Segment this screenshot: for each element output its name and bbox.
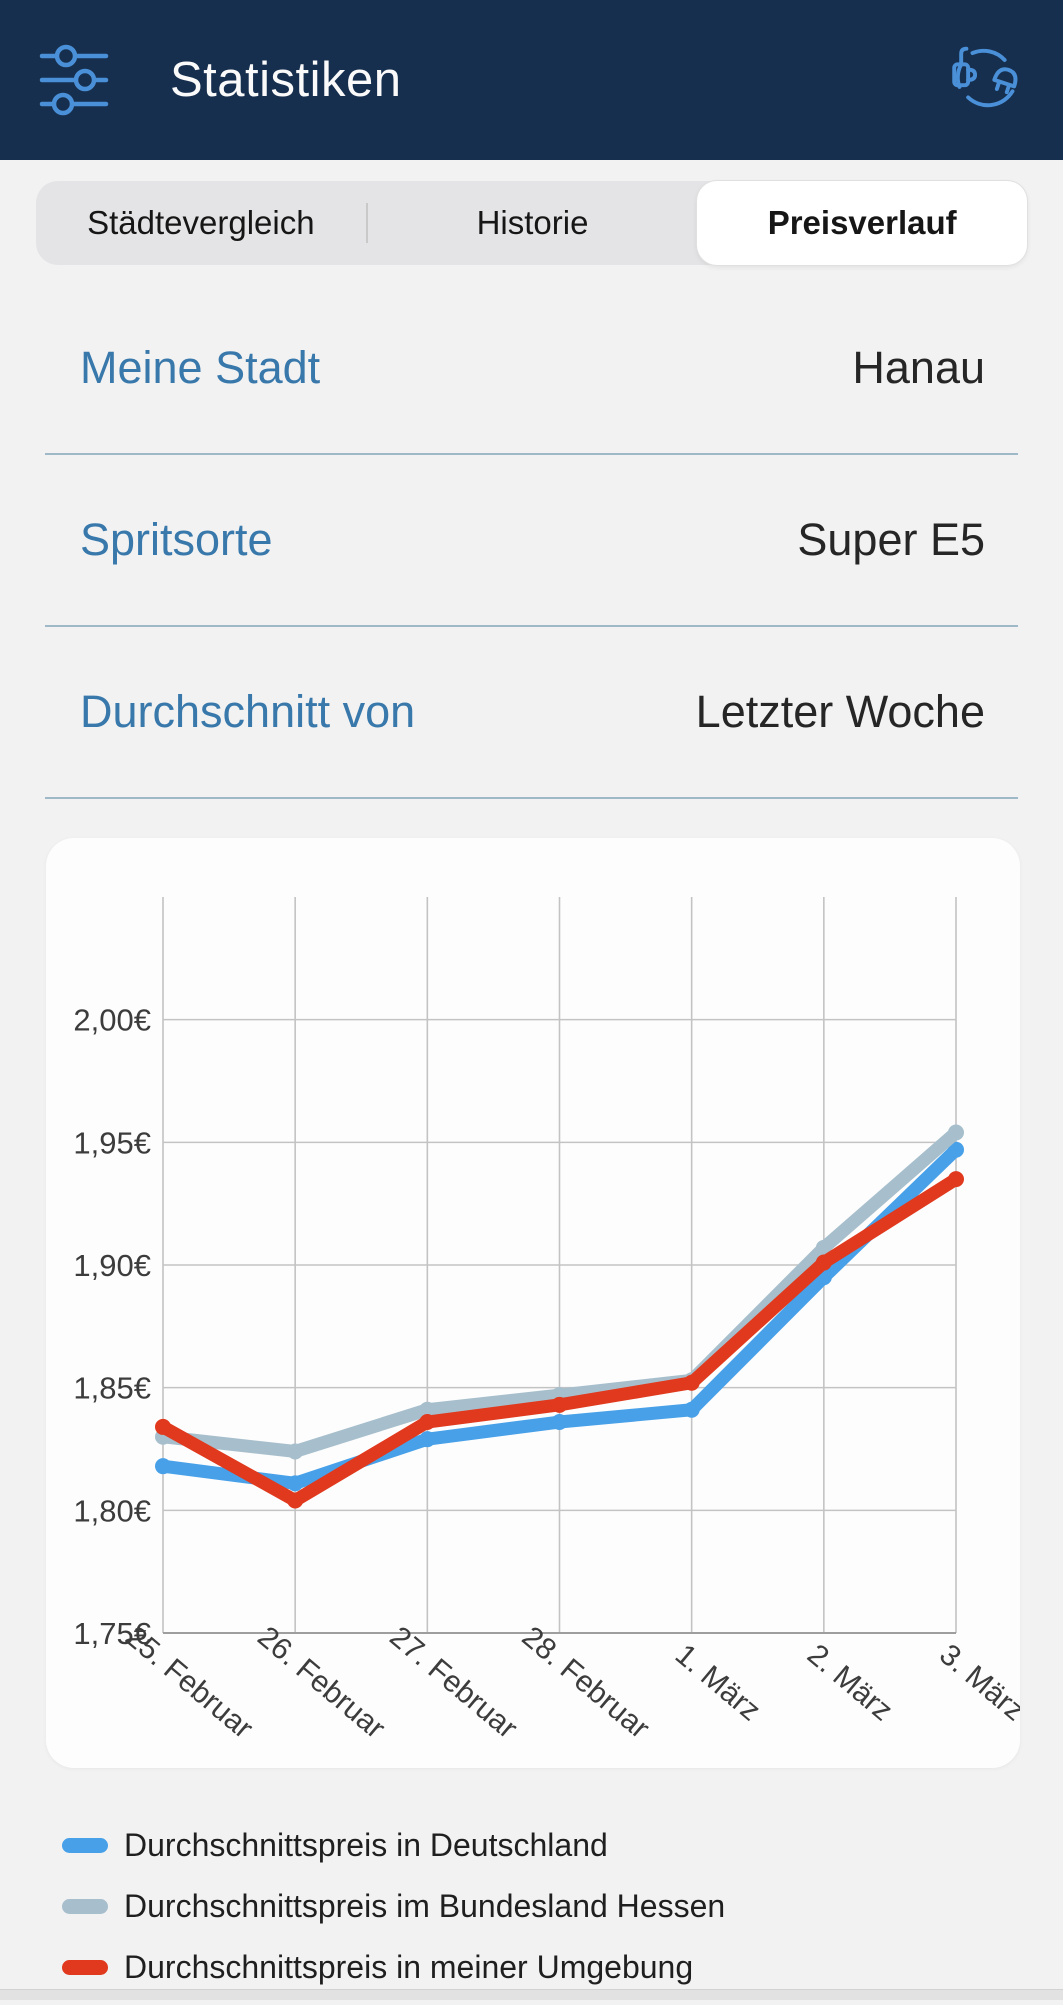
legend-label: Durchschnittspreis in Deutschland bbox=[124, 1827, 608, 1863]
charging-cable-icon-svg bbox=[952, 46, 1018, 108]
chart-legend: Durchschnittspreis in Deutschland Durchs… bbox=[62, 1822, 725, 2005]
legend-swatch-red bbox=[62, 1960, 108, 1975]
bottom-edge-strip bbox=[0, 1989, 1063, 2000]
row-divider bbox=[45, 797, 1018, 799]
charging-cable-icon[interactable] bbox=[949, 40, 1029, 120]
legend-swatch-blue bbox=[62, 1838, 108, 1853]
legend-label: Durchschnittspreis im Bundesland Hessen bbox=[124, 1888, 726, 1924]
sliders-filter-icon-svg bbox=[39, 44, 109, 116]
page-title: Statistiken bbox=[170, 53, 402, 107]
legend-item-hessen: Durchschnittspreis im Bundesland Hessen bbox=[62, 1883, 725, 1930]
row-label: Meine Stadt bbox=[80, 342, 321, 393]
tab-divider bbox=[365, 203, 368, 243]
legend-item-umgebung: Durchschnittspreis in meiner Umgebung bbox=[62, 1944, 725, 1991]
tab-preisverlauf[interactable]: Preisverlauf bbox=[697, 181, 1028, 265]
row-value: Hanau bbox=[852, 342, 985, 393]
row-meine-stadt[interactable]: Meine Stadt Hanau bbox=[0, 283, 1063, 453]
svg-text:2. März: 2. März bbox=[801, 1638, 899, 1728]
legend-item-deutschland: Durchschnittspreis in Deutschland bbox=[62, 1822, 725, 1869]
tab-historie[interactable]: Historie bbox=[476, 204, 589, 241]
svg-text:1,95€: 1,95€ bbox=[73, 1125, 151, 1160]
svg-text:28. Februar: 28. Februar bbox=[516, 1620, 656, 1745]
svg-text:2,00€: 2,00€ bbox=[73, 1003, 151, 1038]
svg-text:27. Februar: 27. Februar bbox=[383, 1620, 523, 1745]
row-durchschnitt-von[interactable]: Durchschnitt von Letzter Woche bbox=[0, 627, 1063, 797]
legend-label: Durchschnittspreis in meiner Umgebung bbox=[124, 1949, 694, 1985]
tab-staedtevergleich[interactable]: Städtevergleich bbox=[87, 204, 315, 241]
svg-text:1,90€: 1,90€ bbox=[73, 1248, 151, 1283]
svg-text:1,75€: 1,75€ bbox=[73, 1616, 151, 1651]
row-label: Durchschnitt von bbox=[80, 686, 416, 737]
svg-text:1,85€: 1,85€ bbox=[73, 1371, 151, 1406]
svg-text:3. März: 3. März bbox=[933, 1638, 1020, 1728]
row-label: Spritsorte bbox=[80, 514, 273, 565]
price-chart-card: 1,75€ 1,80€ 1,85€ 1,90€ 1,95€ 2,00€ 25. Februa… bbox=[46, 838, 1020, 1768]
price-chart: 1,75€ 1,80€ 1,85€ 1,90€ 1,95€ 2,00€ 25. Februa… bbox=[73, 897, 1020, 1745]
row-divider bbox=[45, 625, 1018, 627]
row-value: Letzter Woche bbox=[695, 686, 985, 737]
legend-swatch-gray bbox=[62, 1899, 108, 1914]
row-value: Super E5 bbox=[797, 514, 985, 565]
app-header: Statistiken bbox=[0, 0, 1063, 160]
svg-text:1,80€: 1,80€ bbox=[73, 1493, 151, 1528]
settings-list: Meine Stadt Hanau Spritsorte Super E5 Du… bbox=[0, 283, 1063, 799]
row-divider bbox=[45, 453, 1018, 455]
svg-text:1. März: 1. März bbox=[669, 1638, 767, 1728]
row-spritsorte[interactable]: Spritsorte Super E5 bbox=[0, 455, 1063, 625]
svg-text:26. Februar: 26. Februar bbox=[251, 1620, 391, 1745]
sliders-filter-icon[interactable] bbox=[34, 40, 114, 120]
tab-bar: Städtevergleich Historie Preisverlauf bbox=[36, 181, 1028, 265]
svg-text:25. Februar: 25. Februar bbox=[119, 1620, 259, 1745]
